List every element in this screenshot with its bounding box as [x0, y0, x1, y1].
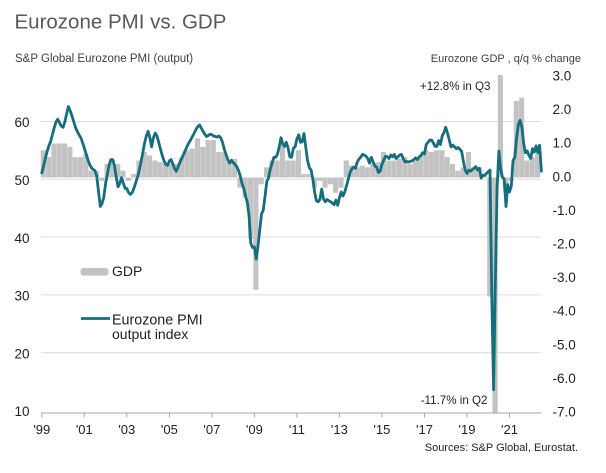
svg-text:'99: '99: [33, 422, 50, 437]
svg-text:'13: '13: [331, 422, 348, 437]
svg-text:20: 20: [14, 346, 29, 361]
svg-text:output index: output index: [112, 326, 188, 342]
svg-text:0.0: 0.0: [553, 169, 572, 184]
svg-text:30: 30: [14, 289, 29, 304]
svg-text:'19: '19: [459, 422, 476, 437]
svg-text:50: 50: [14, 173, 29, 188]
svg-text:GDP: GDP: [112, 263, 142, 279]
svg-text:1.0: 1.0: [553, 136, 572, 151]
svg-text:-5.0: -5.0: [553, 337, 576, 352]
svg-text:-1.0: -1.0: [553, 203, 576, 218]
svg-text:'15: '15: [373, 422, 390, 437]
svg-text:Eurozone PMI vs. GDP: Eurozone PMI vs. GDP: [15, 10, 227, 33]
svg-text:40: 40: [14, 231, 29, 246]
svg-text:'05: '05: [161, 422, 178, 437]
svg-text:Eurozone PMI: Eurozone PMI: [112, 313, 203, 329]
svg-text:-4.0: -4.0: [553, 304, 576, 319]
svg-text:+12.8% in Q3: +12.8% in Q3: [420, 80, 491, 93]
svg-text:'21: '21: [501, 422, 518, 437]
svg-text:-6.0: -6.0: [553, 371, 576, 386]
svg-text:-2.0: -2.0: [553, 237, 576, 252]
svg-text:-11.7% in Q2: -11.7% in Q2: [421, 394, 488, 407]
svg-text:'17: '17: [416, 422, 433, 437]
svg-text:S&P Global Eurozone PMI (outpu: S&P Global Eurozone PMI (output): [15, 53, 193, 65]
svg-text:'11: '11: [289, 422, 305, 437]
svg-text:-7.0: -7.0: [553, 405, 576, 420]
svg-text:'07: '07: [203, 422, 220, 437]
svg-text:Eurozone GDP , q/q % change: Eurozone GDP , q/q % change: [431, 53, 581, 65]
svg-text:-3.0: -3.0: [553, 270, 576, 285]
svg-text:Sources: S&P Global, Eurostat.: Sources: S&P Global, Eurostat.: [425, 442, 578, 454]
svg-text:10: 10: [14, 404, 29, 419]
svg-text:60: 60: [14, 115, 29, 130]
svg-text:3.0: 3.0: [553, 69, 572, 84]
svg-text:'03: '03: [118, 422, 135, 437]
svg-text:2.0: 2.0: [553, 102, 572, 117]
svg-text:'09: '09: [246, 422, 263, 437]
svg-text:'01: '01: [76, 422, 93, 437]
